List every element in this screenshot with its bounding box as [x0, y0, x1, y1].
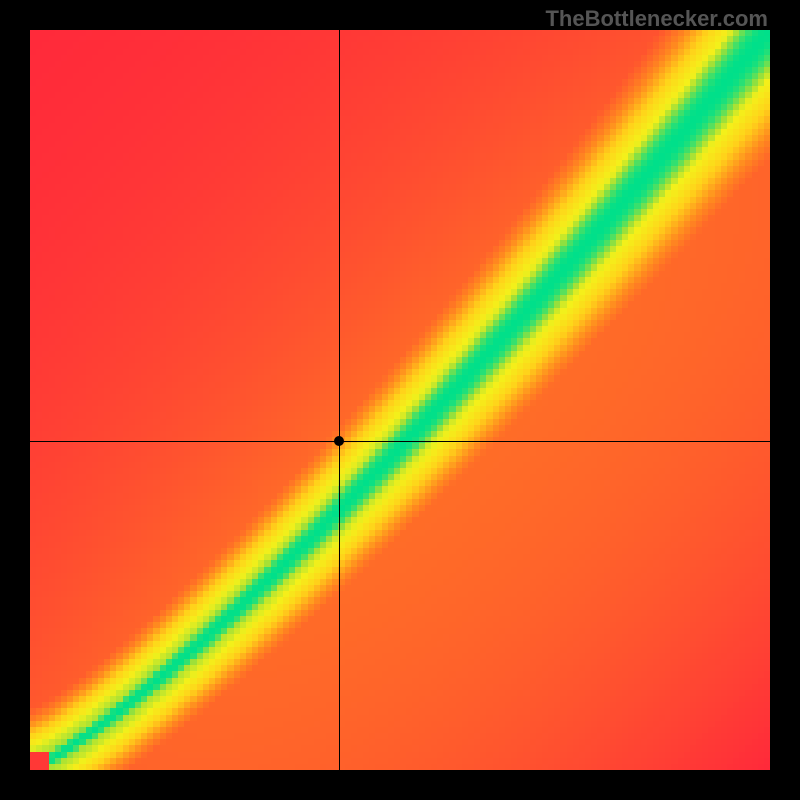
heatmap-canvas: [30, 30, 770, 770]
crosshair-horizontal: [30, 441, 770, 442]
selected-point-marker: [334, 436, 344, 446]
crosshair-vertical: [339, 30, 340, 770]
bottleneck-heatmap: [30, 30, 770, 770]
watermark-text: TheBottlenecker.com: [545, 6, 768, 32]
